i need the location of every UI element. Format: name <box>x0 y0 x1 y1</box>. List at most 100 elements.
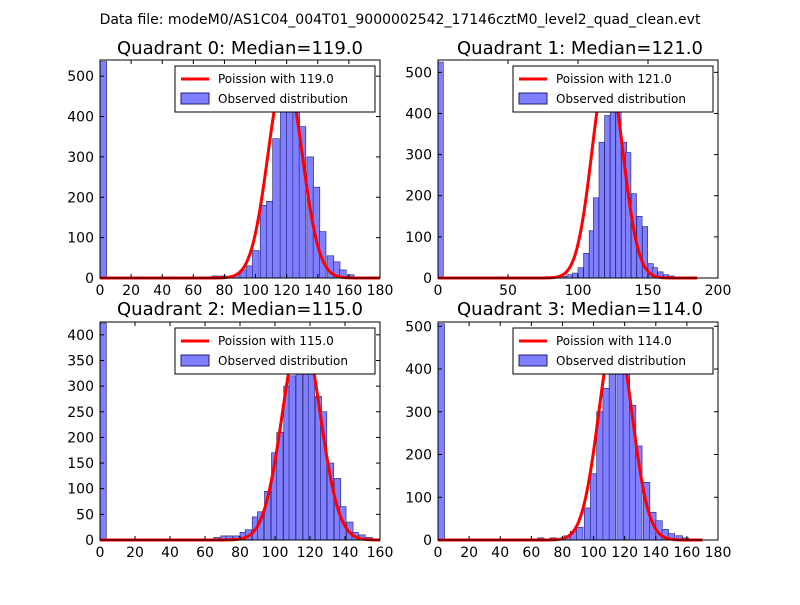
quadrant-1-xtick-label-4: 200 <box>705 283 732 299</box>
quadrant-3-ytick-label-5: 500 <box>405 319 432 335</box>
quadrant-3-ytick-label-3: 300 <box>405 405 432 421</box>
quadrant-0-xtick-label-5: 100 <box>242 283 269 299</box>
quadrant-1-xtick-label-0: 0 <box>434 283 443 299</box>
quadrant-0-bar-5 <box>245 265 254 279</box>
quadrant-2-bar-0 <box>99 322 107 541</box>
quadrant-0-xtick-label-4: 80 <box>216 283 234 299</box>
quadrant-1-bar-8 <box>593 197 600 279</box>
quadrant-3-xtick-label-4: 80 <box>554 545 572 561</box>
quadrant-3-bar-10 <box>608 355 616 541</box>
quadrant-1-ytick-label-2: 200 <box>405 189 432 205</box>
quadrant-1-ytick-label-3: 300 <box>405 148 432 164</box>
quadrant-3-xtick-label-3: 60 <box>522 545 540 561</box>
quadrant-2-ytick-label-2: 100 <box>67 482 94 498</box>
quadrant-0-xtick-label-8: 160 <box>336 283 363 299</box>
quadrant-1-bar-5 <box>577 267 584 279</box>
quadrant-1-bar-10 <box>604 115 611 279</box>
quadrant-0-ytick-label-2: 200 <box>67 190 94 206</box>
quadrant-3-legend: Poission with 114.0 Observed distributio… <box>512 327 714 375</box>
quadrant-0-ytick-label-0: 0 <box>85 271 94 287</box>
quadrant-3-panel: Quadrant 3: Median=114.0 0 20 40 60 80 100 120… <box>405 299 731 561</box>
quadrant-2-legend-poisson-label: Poission with 115.0 <box>218 334 334 348</box>
quadrant-1-bar-4 <box>572 272 579 279</box>
quadrant-3-xtick-label-7: 140 <box>642 545 669 561</box>
quadrant-0-title: Quadrant 0: Median=119.0 <box>117 38 363 59</box>
quadrant-3-xtick-label-2: 40 <box>491 545 509 561</box>
quadrant-1-ytick-label-4: 400 <box>405 106 432 122</box>
quadrant-2-xtick-label-4: 80 <box>231 545 249 561</box>
quadrant-0-panel: Quadrant 0: Median=119.0 0 20 40 60 80 100 120… <box>67 38 393 299</box>
quadrant-0-ytick-label-5: 500 <box>67 69 94 85</box>
quadrant-1-panel: Quadrant 1: Median=121.0 0 50 100 150 200 0 1… <box>405 38 731 299</box>
quadrant-0-legend-bar-swatch <box>180 92 210 105</box>
quadrant-1-title: Quadrant 1: Median=121.0 <box>457 38 703 59</box>
quadrant-3-legend-observed-label: Observed distribution <box>556 354 686 368</box>
quadrant-3-xtick-label-1: 20 <box>460 545 478 561</box>
quadrant-0-xtick-label-0: 0 <box>96 283 105 299</box>
quadrant-3-ytick-label-2: 200 <box>405 448 432 464</box>
quadrant-2-ytick-label-1: 50 <box>76 507 94 523</box>
quadrant-1-legend-observed-label: Observed distribution <box>556 92 686 106</box>
quadrant-2-title: Quadrant 2: Median=115.0 <box>117 299 363 320</box>
quadrant-3-axes-frame <box>437 321 719 541</box>
quadrant-0-legend-observed-label: Observed distribution <box>218 92 348 106</box>
quadrant-1-ytick-label-5: 500 <box>405 65 432 81</box>
quadrant-0-xtick-label-9: 180 <box>367 283 394 299</box>
quadrant-3-bar-7 <box>590 473 598 541</box>
quadrant-2-xtick-label-3: 60 <box>196 545 214 561</box>
quadrant-3-title: Quadrant 3: Median=114.0 <box>457 299 703 320</box>
quadrant-0-bar-6 <box>252 250 260 279</box>
quadrant-2-xtick-label-5: 100 <box>262 545 289 561</box>
quadrant-0-xtick-label-7: 140 <box>304 283 331 299</box>
quadrant-0-bar-10 <box>280 108 288 279</box>
quadrant-2-xtick-label-0: 0 <box>96 545 105 561</box>
quadrant-0-legend-poisson-label: Poission with 119.0 <box>218 72 334 86</box>
quadrant-2-ytick-label-0: 0 <box>85 533 94 549</box>
quadrant-0-legend: Poission with 119.0 Observed distributio… <box>174 65 376 113</box>
quadrant-1-legend-bar-swatch <box>518 92 548 105</box>
quadrant-0-bar-9 <box>272 138 280 279</box>
quadrant-1-bar-0 <box>437 61 444 279</box>
quadrant-2-ytick-label-5: 250 <box>67 405 94 421</box>
quadrant-1-xtick-label-3: 150 <box>635 283 662 299</box>
quadrant-3-bar-9 <box>602 387 610 541</box>
quadrant-3-ytick-label-4: 400 <box>405 362 432 378</box>
quadrant-0-xtick-label-6: 120 <box>273 283 300 299</box>
quadrant-0-ytick-label-3: 300 <box>67 150 94 166</box>
quadrant-0-xtick-label-3: 60 <box>184 283 202 299</box>
quadrant-0-ytick-label-4: 400 <box>67 110 94 126</box>
quadrant-1-legend: Poission with 121.0 Observed distributio… <box>512 65 714 113</box>
quadrant-2-ytick-label-8: 400 <box>67 328 94 344</box>
quadrant-2-xtick-label-6: 120 <box>297 545 324 561</box>
quadrant-1-legend-poisson-label: Poission with 121.0 <box>556 72 672 86</box>
quadrant-2-ytick-label-3: 150 <box>67 456 94 472</box>
quadrant-0-ytick-label-1: 100 <box>67 231 94 247</box>
quadrant-2-legend: Poission with 115.0 Observed distributio… <box>174 327 376 375</box>
quadrant-0-axes-frame <box>99 59 381 279</box>
quadrant-2-ytick-label-4: 200 <box>67 430 94 446</box>
quadrant-2-xtick-label-7: 140 <box>332 545 359 561</box>
quadrant-2-legend-bar-swatch <box>180 354 210 367</box>
quadrant-1-ytick-label-0: 0 <box>423 271 432 287</box>
quadrant-3-bar-5 <box>576 526 584 541</box>
quadrant-0-xtick-label-2: 40 <box>153 283 171 299</box>
quadrant-3-ytick-label-0: 0 <box>423 533 432 549</box>
quadrant-1-bar-9 <box>598 141 605 279</box>
quadrant-3-xtick-label-0: 0 <box>434 545 443 561</box>
quadrant-0-bar-8 <box>266 200 274 279</box>
quadrant-0-bar-7 <box>259 205 268 279</box>
quadrant-2-panel: Quadrant 2: Median=115.0 0 20 40 60 80 100 120… <box>67 299 393 561</box>
quadrant-3-legend-poisson-label: Poission with 114.0 <box>556 334 672 348</box>
quadrant-2-legend-observed-label: Observed distribution <box>218 354 348 368</box>
quadrant-3-xtick-label-8: 160 <box>674 545 701 561</box>
figure-suptitle: Data file: modeM0/AS1C04_004T01_90000025… <box>100 12 701 28</box>
quadrant-3-ytick-label-1: 100 <box>405 490 432 506</box>
quadrant-3-legend-bar-swatch <box>518 354 548 367</box>
quadrant-0-bar-0 <box>99 61 107 279</box>
quadrant-1-ytick-label-1: 100 <box>405 230 432 246</box>
quadrant-2-ytick-label-6: 300 <box>67 379 94 395</box>
quadrant-2-ytick-label-7: 350 <box>67 353 94 369</box>
quadrant-2-xtick-label-8: 160 <box>367 545 394 561</box>
